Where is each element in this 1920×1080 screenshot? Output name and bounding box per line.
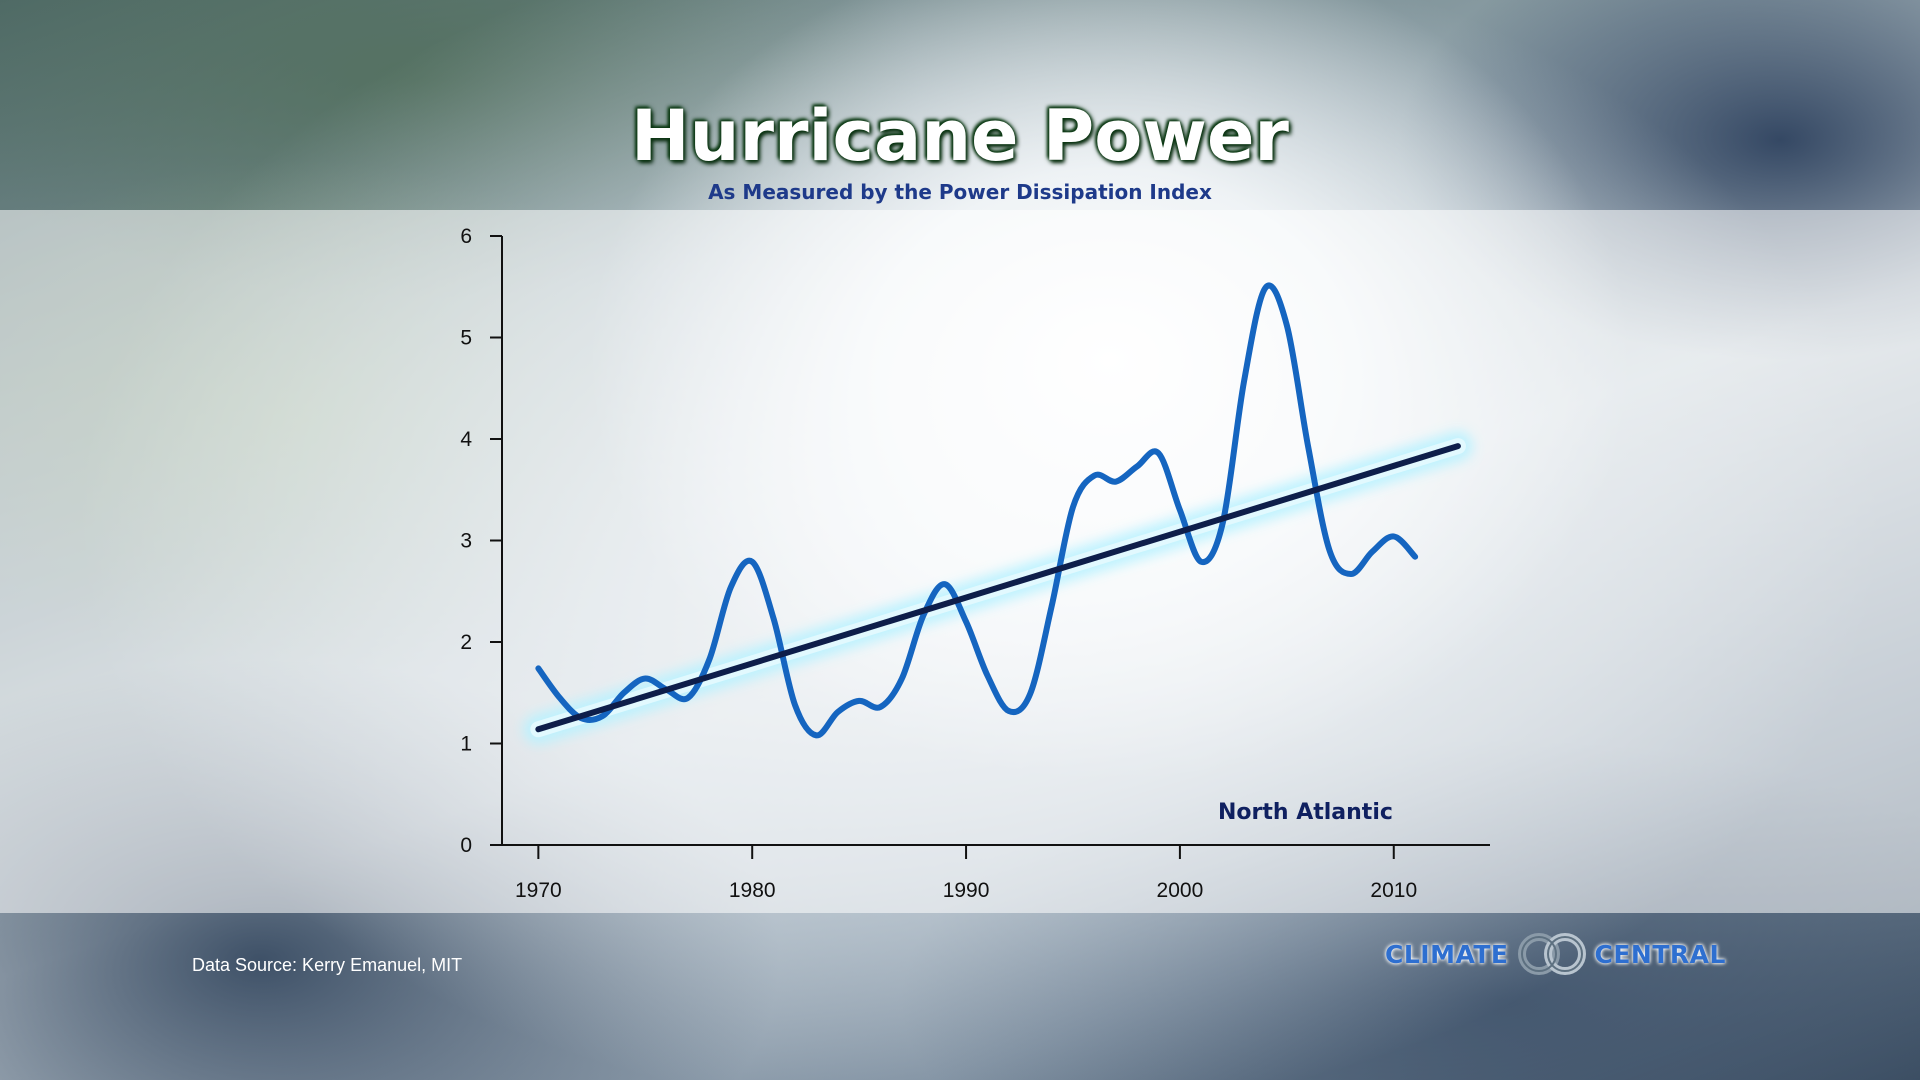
y-tick-label: 3 bbox=[460, 530, 472, 553]
series-group bbox=[535, 282, 1461, 739]
x-tick-label: 1980 bbox=[729, 879, 776, 902]
data-source-note: Data Source: Kerry Emanuel, MIT bbox=[192, 955, 463, 975]
y-tick-label: 2 bbox=[460, 631, 472, 654]
x-tick-label: 2000 bbox=[1157, 879, 1204, 902]
region-label: North Atlantic bbox=[1218, 800, 1393, 825]
pdi-series-line bbox=[535, 282, 1419, 739]
y-tick-label: 5 bbox=[460, 327, 472, 350]
page-title: Hurricane Power bbox=[631, 95, 1289, 177]
x-tick-label: 2010 bbox=[1370, 879, 1417, 902]
y-tick-label: 4 bbox=[460, 428, 472, 451]
trend-line bbox=[535, 443, 1461, 733]
x-tick-label: 1970 bbox=[515, 879, 562, 902]
chart-axes: 0 1 2 3 4 5 6 1970 1980 1990 2000 2010 bbox=[460, 225, 1490, 902]
y-tick-label: 1 bbox=[460, 733, 472, 756]
chart-panel bbox=[0, 210, 1920, 913]
logo-rings-icon bbox=[1517, 933, 1586, 975]
y-tick-label: 6 bbox=[460, 225, 472, 248]
x-tick-label: 1990 bbox=[943, 879, 990, 902]
logo-word-right: CENTRAL bbox=[1594, 939, 1726, 969]
y-tick-label: 0 bbox=[460, 834, 472, 857]
logo-word-left: CLIMATE bbox=[1385, 939, 1509, 969]
page-subtitle: As Measured by the Power Dissipation Ind… bbox=[708, 180, 1212, 204]
climate-central-logo: CLIMATE CENTRAL bbox=[1385, 932, 1726, 976]
